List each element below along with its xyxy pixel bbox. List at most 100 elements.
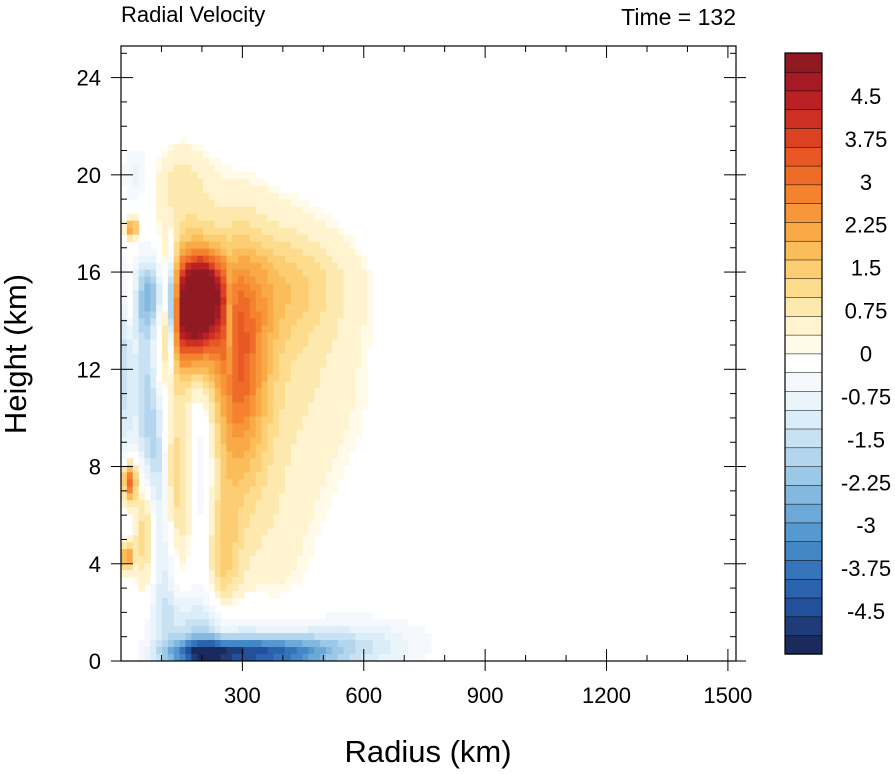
heatmap-cell	[290, 570, 298, 578]
colorbar-swatch	[784, 296, 823, 317]
heatmap-cell	[331, 304, 339, 313]
heatmap-cell	[220, 311, 228, 320]
heatmap-cell	[191, 276, 198, 285]
heatmap-cell	[302, 360, 310, 369]
heatmap-cell	[249, 283, 257, 292]
heatmap-cell	[331, 311, 339, 320]
heatmap-cell	[296, 549, 304, 557]
heatmap-cell	[308, 514, 315, 522]
heatmap-cell	[249, 430, 257, 438]
heatmap-cell	[279, 311, 286, 320]
heatmap-cell	[220, 423, 228, 431]
heatmap-cell	[167, 227, 175, 236]
heatmap-cell	[226, 570, 233, 578]
heatmap-cell	[197, 332, 204, 341]
heatmap-cell	[226, 339, 233, 348]
heatmap-cell	[197, 269, 204, 278]
heatmap-cell	[138, 423, 146, 431]
heatmap-cell	[273, 563, 280, 571]
heatmap-cell	[372, 619, 380, 627]
heatmap-cell	[132, 549, 140, 557]
heatmap-cell	[185, 164, 192, 173]
heatmap-cell	[132, 269, 140, 278]
heatmap-cell	[249, 360, 257, 369]
heatmap-cell	[121, 255, 128, 264]
heatmap-cell	[203, 276, 210, 285]
heatmap-cell	[296, 206, 304, 215]
heatmap-cell	[331, 444, 339, 452]
colorbar-swatch	[784, 503, 823, 524]
heatmap-cell	[179, 500, 187, 508]
heatmap-cell	[320, 612, 327, 620]
heatmap-cell	[173, 605, 181, 613]
heatmap-cell	[197, 633, 204, 641]
heatmap-cell	[302, 458, 310, 466]
heatmap-cell	[355, 290, 362, 299]
heatmap-cell	[185, 157, 192, 166]
heatmap-cell	[121, 388, 128, 397]
heatmap-cell	[126, 570, 134, 578]
heatmap-cell	[121, 437, 128, 445]
heatmap-cell	[337, 409, 345, 417]
heatmap-cell	[197, 346, 204, 355]
heatmap-cell	[191, 633, 198, 641]
heatmap-cell	[144, 423, 151, 431]
heatmap-cell	[290, 416, 298, 424]
heatmap-cell	[238, 248, 245, 257]
heatmap-cell	[238, 528, 245, 536]
heatmap-cell	[302, 227, 310, 236]
heatmap-cell	[261, 206, 269, 215]
heatmap-cell	[320, 374, 327, 383]
heatmap-cell	[355, 325, 362, 334]
heatmap-cell	[179, 381, 187, 390]
heatmap-cell	[214, 549, 222, 557]
heatmap-cell	[173, 262, 181, 271]
heatmap-cell	[249, 325, 257, 334]
heatmap-cell	[314, 507, 321, 515]
heatmap-cell	[121, 486, 128, 494]
heatmap-cell	[197, 248, 204, 257]
heatmap-cell	[285, 465, 292, 473]
heatmap-cell	[302, 549, 310, 557]
heatmap-cell	[367, 297, 374, 306]
heatmap-cell	[126, 416, 134, 424]
heatmap-cell	[273, 227, 280, 236]
heatmap-cell	[208, 388, 216, 397]
heatmap-cell	[167, 283, 175, 292]
heatmap-cell	[150, 577, 157, 585]
heatmap-cell	[126, 185, 134, 194]
heatmap-cell	[121, 248, 128, 257]
heatmap-cell	[203, 255, 210, 264]
heatmap-cell	[197, 465, 204, 473]
heatmap-cell	[203, 409, 210, 417]
heatmap-cell	[238, 437, 245, 445]
heatmap-cell	[279, 220, 286, 229]
heatmap-cell	[208, 654, 216, 661]
heatmap-cell	[220, 465, 228, 473]
heatmap-cell	[302, 367, 310, 376]
heatmap-cell	[156, 654, 163, 661]
heatmap-cell	[162, 199, 169, 208]
heatmap-cell	[121, 430, 128, 438]
heatmap-cell	[138, 248, 146, 257]
heatmap-cell	[249, 654, 257, 661]
heatmap-cell	[343, 332, 351, 341]
heatmap-cell	[355, 647, 362, 655]
heatmap-cell	[220, 388, 228, 397]
heatmap-cell	[314, 486, 321, 494]
heatmap-cell	[203, 192, 210, 201]
heatmap-cell	[290, 248, 298, 257]
heatmap-cell	[132, 500, 140, 508]
heatmap-cell	[156, 227, 163, 236]
heatmap-cell	[244, 479, 251, 487]
heatmap-cell	[214, 192, 222, 201]
heatmap-cell	[361, 640, 368, 648]
heatmap-cell	[302, 563, 310, 571]
heatmap-cell	[431, 633, 438, 641]
heatmap-cell	[261, 374, 269, 383]
heatmap-cell	[226, 234, 233, 243]
heatmap-cell	[314, 346, 321, 355]
heatmap-cell	[244, 444, 251, 452]
heatmap-cell	[144, 577, 151, 585]
heatmap-cell	[267, 416, 274, 424]
